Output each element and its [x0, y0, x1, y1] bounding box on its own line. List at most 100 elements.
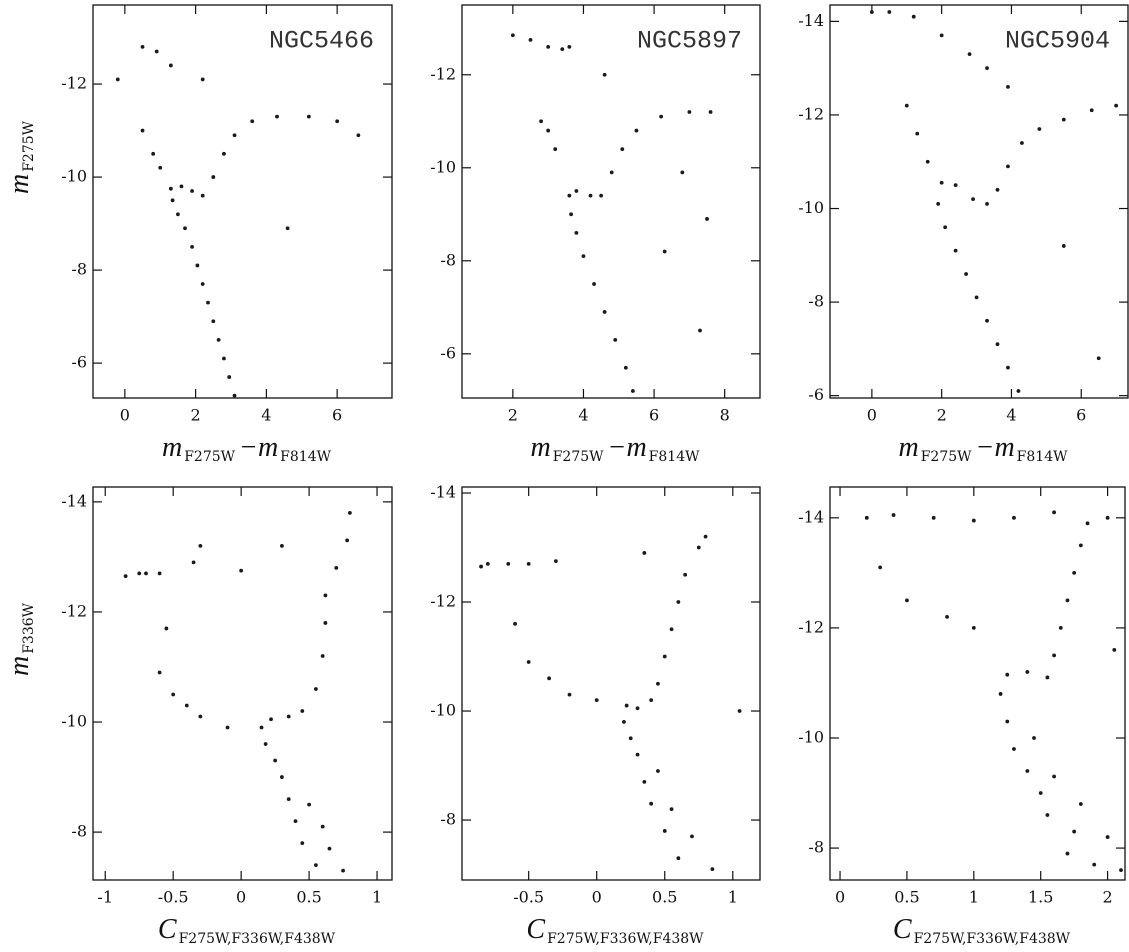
star-point: [705, 217, 709, 221]
x-tick-label: 4: [261, 406, 271, 425]
star-point: [1061, 117, 1066, 122]
star-point: [656, 769, 660, 773]
y-tick-label: -14: [798, 507, 824, 526]
star-point: [574, 189, 579, 193]
x-tick-label: -0.5: [158, 888, 189, 907]
star-point: [140, 44, 145, 49]
x-axis-label: C F275W,F336W,F438W: [526, 914, 704, 947]
x-tick-label: 4: [578, 406, 588, 425]
label-symbol: m: [4, 656, 35, 676]
star-point: [599, 193, 604, 198]
x-axis-label: m F275W −m F814W: [530, 432, 700, 465]
y-tick-label: -14: [61, 491, 87, 510]
star-point: [323, 593, 328, 598]
star-point: [151, 151, 156, 156]
star-point: [553, 559, 558, 564]
label-subscript: F275W: [184, 449, 235, 465]
star-point: [1096, 356, 1101, 361]
y-tick-label: -10: [61, 167, 87, 186]
star-point: [656, 681, 660, 686]
star-point: [1112, 648, 1117, 652]
star-point: [259, 725, 264, 730]
x-axis-label: C F275W,F336W,F438W: [893, 914, 1071, 947]
star-point: [887, 10, 892, 14]
y-tick-label: -14: [798, 11, 824, 30]
plot-frame: [92, 4, 393, 399]
star-point: [998, 692, 1003, 696]
star-point: [594, 698, 599, 703]
plot-frame: [461, 486, 761, 881]
star-point: [634, 128, 639, 133]
x-tick-label: 0.5: [296, 888, 321, 907]
star-point: [864, 515, 869, 520]
panel: 2 4 6 8 -12 -10 -8 -6 NGC5897: [430, 4, 761, 425]
x-tick-label: -1: [97, 888, 113, 907]
star-point: [623, 365, 628, 370]
star-point: [581, 254, 586, 259]
star-point: [190, 189, 194, 193]
star-point: [168, 186, 173, 191]
star-point: [140, 128, 145, 133]
x-tick-label: 6: [332, 406, 342, 425]
star-point: [222, 356, 226, 361]
label-subscript: F275W,F336W,F438W: [914, 931, 1071, 947]
star-point: [1025, 670, 1030, 674]
star-point: [1005, 719, 1010, 724]
star-point: [985, 201, 989, 206]
star-point: [642, 779, 647, 784]
star-point: [602, 310, 607, 314]
star-point: [334, 566, 339, 570]
star-point: [1012, 747, 1016, 751]
star-point: [613, 337, 618, 342]
star-point: [313, 863, 318, 868]
star-point: [1006, 365, 1010, 370]
star-point: [485, 561, 490, 566]
star-point: [683, 572, 688, 577]
y-tick-label: -10: [798, 198, 824, 217]
y-tick-label: -10: [798, 727, 824, 746]
panel-title: NGC5904: [1005, 27, 1110, 56]
star-point: [280, 543, 284, 548]
star-point: [567, 44, 572, 49]
star-point: [526, 660, 531, 664]
star-point: [649, 801, 654, 806]
x-tick-label: 2: [191, 406, 201, 425]
star-point: [183, 226, 187, 231]
star-point: [356, 133, 361, 138]
star-point: [891, 513, 896, 517]
y-tick-label: -12: [798, 104, 824, 123]
x-tick-label: 0: [592, 888, 602, 907]
label-symbol: C: [893, 914, 912, 945]
star-point: [157, 571, 162, 576]
star-point: [936, 201, 941, 206]
star-point: [635, 752, 640, 757]
star-point: [546, 44, 551, 49]
x-tick-label: 6: [1076, 406, 1086, 425]
star-point: [560, 47, 565, 52]
y-tick-label: -10: [430, 157, 456, 176]
label-subscript: F275W: [21, 120, 37, 171]
star-point: [971, 518, 976, 523]
panel: -1 -0.5 0 0.5 1 -14 -12 -10 -8: [61, 486, 393, 907]
star-point: [904, 103, 909, 108]
label-symbol: m: [530, 432, 550, 463]
star-point: [1005, 672, 1010, 677]
star-point: [222, 151, 226, 156]
y-tick-label: -12: [61, 74, 87, 93]
star-point: [320, 824, 325, 829]
star-point: [911, 14, 916, 19]
star-point: [869, 10, 874, 14]
star-point: [953, 248, 958, 253]
panel-title: NGC5466: [269, 27, 374, 56]
star-point: [1006, 84, 1010, 89]
star-point: [323, 621, 328, 625]
star-point: [1072, 570, 1077, 575]
star-point: [184, 703, 189, 708]
star-point: [164, 626, 169, 631]
x-axis-label: C F275W,F336W,F438W: [158, 914, 336, 947]
star-point: [943, 225, 948, 230]
panel-title: NGC5897: [637, 27, 742, 56]
star-point: [953, 183, 958, 188]
star-point: [227, 375, 232, 379]
